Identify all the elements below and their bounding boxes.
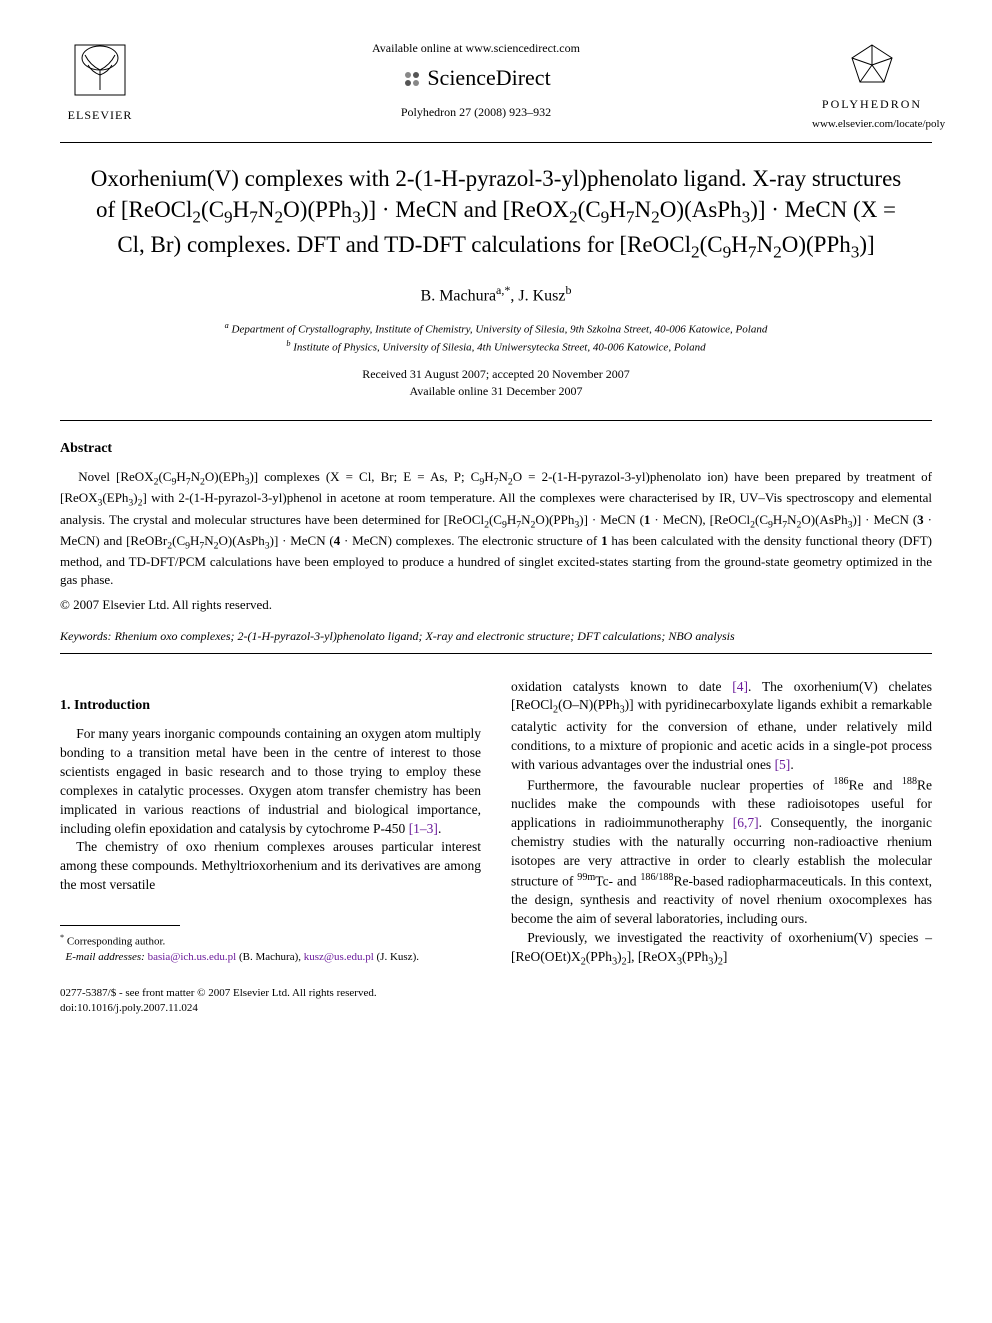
citation-text: Polyhedron 27 (2008) 923–932 (140, 104, 812, 121)
abstract-rule-top (60, 420, 932, 421)
issn-doi: 0277-5387/$ - see front matter © 2007 El… (60, 986, 481, 1017)
intro-p1: For many years inorganic compounds conta… (60, 725, 481, 838)
left-column: 1. Introduction For many years inorganic… (60, 678, 481, 1017)
page-header: ELSEVIER Available online at www.science… (60, 40, 932, 132)
ref-link-5[interactable]: [5] (775, 757, 791, 772)
header-rule-thin (60, 142, 932, 143)
affiliation-a: Department of Crystallography, Institute… (232, 323, 768, 335)
affiliations: a Department of Crystallography, Institu… (60, 320, 932, 356)
abstract-text: Novel [ReOX2(C9H7N2O)(EPh3)] complexes (… (60, 468, 932, 589)
article-dates: Received 31 August 2007; accepted 20 Nov… (60, 366, 932, 400)
publisher-logo: ELSEVIER (60, 40, 140, 124)
keywords-rule (60, 653, 932, 654)
authors: B. Machuraa,*, J. Kuszb (60, 282, 932, 308)
keywords: Keywords: Rhenium oxo complexes; 2-(1-H-… (60, 628, 932, 645)
elsevier-tree-icon (60, 40, 140, 107)
abstract-heading: Abstract (60, 439, 932, 459)
email-link-2[interactable]: kusz@us.edu.pl (304, 951, 374, 963)
intro-p2: The chemistry of oxo rhenium complexes a… (60, 838, 481, 895)
sciencedirect-text: ScienceDirect (427, 63, 550, 94)
journal-name: POLYHEDRON (812, 96, 932, 113)
body-columns: 1. Introduction For many years inorganic… (60, 678, 932, 1017)
keywords-label: Keywords: (60, 629, 112, 643)
center-header: Available online at www.sciencedirect.co… (140, 40, 812, 120)
author-2: J. Kusz (518, 287, 565, 304)
email-link-1[interactable]: basia@ich.us.edu.pl (148, 951, 237, 963)
online-date: Available online 31 December 2007 (409, 384, 582, 398)
keywords-text: Rhenium oxo complexes; 2-(1-H-pyrazol-3-… (115, 629, 735, 643)
author-1: B. Machura (421, 287, 497, 304)
intro-p5: Previously, we investigated the reactivi… (511, 929, 932, 970)
sciencedirect-icon (401, 68, 421, 88)
polyhedron-icon (812, 40, 932, 96)
article-title: Oxorhenium(V) complexes with 2-(1-H-pyra… (90, 163, 902, 264)
journal-url[interactable]: www.elsevier.com/locate/poly (812, 117, 932, 132)
intro-p3: oxidation catalysts known to date [4]. T… (511, 678, 932, 775)
intro-heading: 1. Introduction (60, 696, 481, 716)
affiliation-b: Institute of Physics, University of Sile… (293, 342, 705, 354)
issn-text: 0277-5387/$ - see front matter © 2007 El… (60, 987, 377, 999)
publisher-name: ELSEVIER (60, 107, 140, 124)
ref-link-1-3[interactable]: [1–3] (409, 821, 438, 836)
received-date: Received 31 August 2007; accepted 20 Nov… (362, 367, 630, 381)
sciencedirect-logo: ScienceDirect (140, 63, 812, 94)
ref-link-6-7[interactable]: [6,7] (733, 815, 759, 830)
available-online-text: Available online at www.sciencedirect.co… (140, 40, 812, 57)
intro-p4: Furthermore, the favourable nuclear prop… (511, 775, 932, 929)
footnote-separator (60, 925, 180, 926)
right-column: oxidation catalysts known to date [4]. T… (511, 678, 932, 1017)
ref-link-4[interactable]: [4] (732, 679, 748, 694)
doi-text: doi:10.1016/j.poly.2007.11.024 (60, 1002, 198, 1014)
journal-logo: POLYHEDRON www.elsevier.com/locate/poly (812, 40, 932, 132)
corresponding-author-footnote: * Corresponding author. E-mail addresses… (60, 932, 481, 965)
abstract-copyright: © 2007 Elsevier Ltd. All rights reserved… (60, 596, 932, 614)
